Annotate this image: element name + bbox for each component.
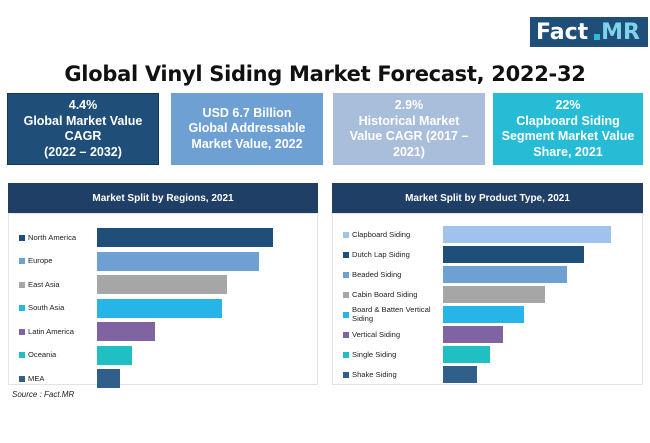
legend-swatch bbox=[343, 291, 349, 298]
category-label: East Asia bbox=[28, 279, 60, 289]
bar bbox=[97, 298, 222, 318]
legend-swatch bbox=[19, 352, 25, 358]
legend-swatch bbox=[19, 328, 25, 335]
bar bbox=[443, 326, 504, 343]
category-label: Cabin Board Siding bbox=[352, 289, 418, 299]
bar bbox=[443, 306, 524, 323]
kpi-line: 2021) bbox=[393, 144, 425, 159]
category-label: Beaded Siding bbox=[352, 269, 402, 279]
bar bbox=[443, 266, 568, 283]
bar bbox=[97, 369, 120, 388]
legend-swatch bbox=[19, 375, 25, 382]
category-label: Oceania bbox=[28, 350, 57, 359]
bar-row: Dutch Lap Siding bbox=[333, 246, 642, 263]
kpi-line: 22% bbox=[555, 98, 581, 112]
bar bbox=[97, 322, 156, 341]
category-label: Europe bbox=[28, 256, 53, 265]
bar-row: MEA bbox=[9, 369, 317, 388]
category-label: North America bbox=[28, 232, 77, 242]
category-label: MEA bbox=[28, 373, 45, 383]
bar bbox=[443, 366, 477, 383]
product-chart-title: Market Split by Product Type, 2021 bbox=[332, 183, 643, 213]
bar-row: Board & Batten Vertical Siding bbox=[333, 305, 642, 323]
legend-swatch bbox=[343, 271, 349, 278]
bar-row: Clapboard Siding bbox=[333, 226, 642, 243]
regions-chart-title: Market Split by Regions, 2021 bbox=[8, 183, 318, 213]
bar bbox=[443, 246, 585, 263]
legend-swatch bbox=[343, 331, 349, 338]
factmr-logo: Fact MR bbox=[530, 17, 648, 47]
bar bbox=[443, 286, 546, 303]
legend-swatch bbox=[19, 258, 25, 264]
kpi-historical-cagr: 2.9% Historical Market Value CAGR (2017 … bbox=[333, 93, 485, 165]
bar-row: Cabin Board Siding bbox=[333, 286, 642, 303]
legend-swatch bbox=[343, 311, 349, 318]
bar-row: Beaded Siding bbox=[333, 266, 642, 283]
category-label: Dutch Lap Siding bbox=[352, 249, 410, 259]
legend-swatch bbox=[343, 251, 349, 258]
kpi-line: 2.9% bbox=[394, 98, 424, 112]
category-label: Vertical Siding bbox=[352, 329, 401, 339]
legend-swatch bbox=[19, 305, 25, 311]
legend-swatch bbox=[343, 371, 349, 378]
category-label: Latin America bbox=[28, 326, 75, 336]
kpi-line: Share, 2021 bbox=[533, 144, 603, 159]
bar bbox=[443, 226, 611, 243]
legend-swatch bbox=[343, 231, 349, 238]
kpi-global-cagr: 4.4% Global Market Value CAGR (2022 – 20… bbox=[7, 93, 159, 165]
category-label: Board & Batten Vertical Siding bbox=[352, 305, 431, 323]
kpi-line: Global Market Value bbox=[23, 113, 143, 128]
category-label: Shake Siding bbox=[352, 369, 397, 379]
bar-row: Single Siding bbox=[333, 346, 642, 363]
kpi-clapboard-share: 22% Clapboard Siding Segment Market Valu… bbox=[493, 93, 643, 165]
bar-row: North America bbox=[9, 228, 317, 247]
kpi-line: Value CAGR (2017 – bbox=[349, 129, 469, 143]
bar-row: Shake Siding bbox=[333, 366, 642, 383]
category-label: Single Siding bbox=[352, 349, 397, 359]
category-label: Clapboard Siding bbox=[352, 229, 411, 239]
bar-row: Vertical Siding bbox=[333, 326, 642, 343]
legend-swatch bbox=[19, 234, 25, 241]
kpi-line: 4.4% bbox=[68, 98, 98, 112]
bar bbox=[97, 275, 228, 294]
bar bbox=[97, 251, 259, 271]
page-title: Global Vinyl Siding Market Forecast, 202… bbox=[64, 62, 586, 86]
bar-row: Europe bbox=[9, 251, 317, 271]
logo-fact-text: Fact bbox=[536, 19, 589, 45]
bar bbox=[443, 346, 491, 363]
legend-swatch bbox=[343, 351, 349, 358]
kpi-line: Segment Market Value bbox=[501, 129, 635, 143]
category-label: South Asia bbox=[28, 303, 65, 312]
kpi-line: Global Addressable bbox=[188, 121, 306, 136]
bar-row: South Asia bbox=[9, 298, 317, 318]
product-type-bar-chart: Clapboard Siding Dutch Lap Siding Beaded S… bbox=[332, 213, 643, 385]
bar-row: Oceania bbox=[9, 345, 317, 365]
source-note: Source : Fact.MR bbox=[12, 390, 75, 399]
kpi-line: (2022 – 2032) bbox=[44, 144, 122, 159]
kpi-line: CAGR bbox=[64, 129, 102, 143]
logo-dot bbox=[594, 34, 601, 40]
regions-bar-chart: North America Europe East Asia South Asia La… bbox=[8, 213, 318, 388]
bar-row: Latin America bbox=[9, 322, 317, 341]
kpi-addressable-market: USD 6.7 Billion Global Addressable Marke… bbox=[171, 93, 323, 165]
kpi-line: Market Value, 2022 bbox=[191, 136, 303, 151]
bar-row: East Asia bbox=[9, 275, 317, 294]
bar bbox=[97, 345, 133, 365]
legend-swatch bbox=[19, 281, 25, 288]
kpi-line: Clapboard Siding bbox=[516, 113, 620, 128]
bar bbox=[97, 228, 273, 247]
kpi-line: Historical Market bbox=[358, 113, 460, 128]
kpi-line: USD 6.7 Billion bbox=[202, 105, 292, 120]
logo-mr-text: MR bbox=[601, 19, 640, 45]
